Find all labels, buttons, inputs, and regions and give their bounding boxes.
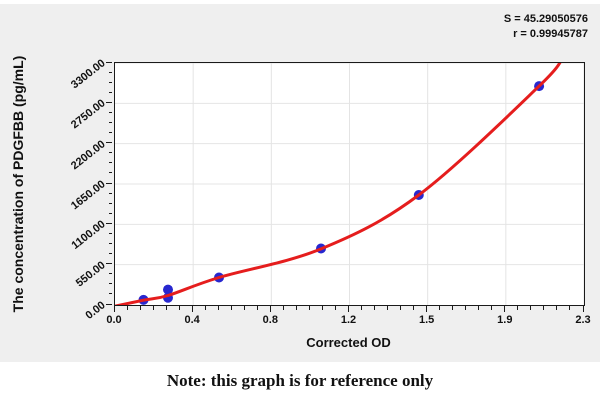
- y-minor-tick: [108, 243, 112, 244]
- x-major-tick: [504, 306, 506, 312]
- y-minor-tick: [108, 273, 112, 275]
- x-minor-tick: [334, 306, 336, 310]
- x-tick-label: 1.2: [340, 314, 357, 326]
- x-minor-tick: [400, 306, 402, 310]
- x-major-tick: [113, 306, 115, 312]
- x-minor-tick: [530, 306, 532, 310]
- x-minor-tick: [556, 306, 558, 310]
- y-minor-tick: [108, 212, 112, 214]
- y-minor-tick: [108, 132, 112, 134]
- x-tick-label: 0.0: [106, 314, 122, 326]
- x-minor-tick: [569, 306, 571, 310]
- x-minor-tick: [374, 306, 376, 310]
- y-tick-label: 3300.00: [68, 57, 108, 92]
- x-minor-tick: [465, 306, 467, 310]
- y-tick-label: 2200.00: [68, 137, 108, 172]
- x-minor-tick: [361, 306, 363, 310]
- y-minor-tick: [108, 232, 112, 234]
- x-major-tick: [426, 306, 428, 312]
- x-tick-label: 1.5: [419, 314, 435, 326]
- data-point: [163, 284, 173, 295]
- x-minor-tick: [152, 306, 154, 310]
- y-major-tick: [106, 142, 112, 144]
- y-major-tick: [106, 303, 112, 305]
- x-minor-tick: [165, 306, 167, 310]
- y-minor-tick: [108, 81, 112, 83]
- y-minor-tick: [108, 253, 112, 255]
- x-tick-label: 1.9: [497, 314, 513, 326]
- y-major-tick: [106, 182, 112, 184]
- x-minor-tick: [295, 306, 297, 310]
- x-major-tick: [348, 306, 349, 312]
- plot-area: [114, 62, 585, 306]
- x-tick-label: 2.3: [575, 314, 591, 326]
- x-minor-tick: [204, 306, 206, 310]
- x-minor-tick: [282, 306, 284, 310]
- x-minor-tick: [452, 306, 454, 310]
- y-tick-label: 2750.00: [68, 97, 108, 132]
- x-minor-tick: [321, 306, 323, 310]
- x-minor-tick: [178, 306, 180, 310]
- y-major-tick: [106, 263, 112, 265]
- y-tick-label: 1100.00: [69, 218, 108, 253]
- y-minor-tick: [108, 122, 112, 123]
- x-minor-tick: [387, 306, 389, 310]
- y-tick-label: 0.00: [83, 299, 108, 322]
- x-tick-label: 0.8: [262, 314, 278, 326]
- x-minor-tick: [491, 306, 493, 310]
- chart-panel: S = 45.29050576 r = 0.99945787 The conce…: [0, 4, 600, 362]
- y-minor-tick: [108, 283, 112, 285]
- y-minor-tick: [108, 91, 112, 93]
- y-minor-tick: [108, 152, 112, 154]
- standard-fit-curve: [115, 63, 562, 305]
- y-minor-tick: [108, 192, 112, 194]
- y-major-tick: [106, 222, 112, 224]
- y-minor-tick: [108, 172, 112, 174]
- fit-statistics: S = 45.29050576 r = 0.99945787: [504, 12, 588, 42]
- y-tick-label: 1650.00: [68, 178, 108, 213]
- x-axis-title: Corrected OD: [306, 335, 391, 350]
- x-minor-tick: [543, 306, 545, 310]
- x-major-tick: [191, 306, 193, 312]
- y-minor-tick: [108, 111, 112, 113]
- y-tick-label: 550.00: [73, 258, 108, 290]
- x-tick-label: 0.4: [184, 314, 200, 326]
- fit-correlation-label: r = 0.99945787: [513, 28, 588, 40]
- y-axis-title: The concentration of PDGFBB (pg/mL): [10, 55, 26, 313]
- y-major-tick: [106, 101, 112, 103]
- y-minor-tick: [108, 202, 112, 204]
- x-minor-tick: [217, 306, 219, 310]
- x-minor-tick: [230, 306, 232, 310]
- x-minor-tick: [243, 306, 245, 310]
- x-minor-tick: [139, 306, 141, 310]
- x-minor-tick: [439, 306, 441, 310]
- fit-slope-label: S = 45.29050576: [503, 13, 588, 25]
- x-minor-tick: [256, 306, 258, 310]
- x-minor-tick: [478, 306, 480, 310]
- y-major-tick: [106, 61, 112, 63]
- reference-note: Note: this graph is for reference only: [166, 371, 434, 390]
- x-major-tick: [269, 306, 271, 312]
- y-minor-tick: [108, 71, 112, 73]
- y-minor-tick: [108, 162, 112, 164]
- x-minor-tick: [413, 306, 415, 310]
- x-major-tick: [582, 306, 584, 312]
- y-minor-tick: [108, 293, 112, 295]
- chart-canvas: [115, 63, 584, 305]
- x-minor-tick: [126, 306, 128, 310]
- x-minor-tick: [517, 306, 519, 310]
- x-minor-tick: [308, 306, 310, 310]
